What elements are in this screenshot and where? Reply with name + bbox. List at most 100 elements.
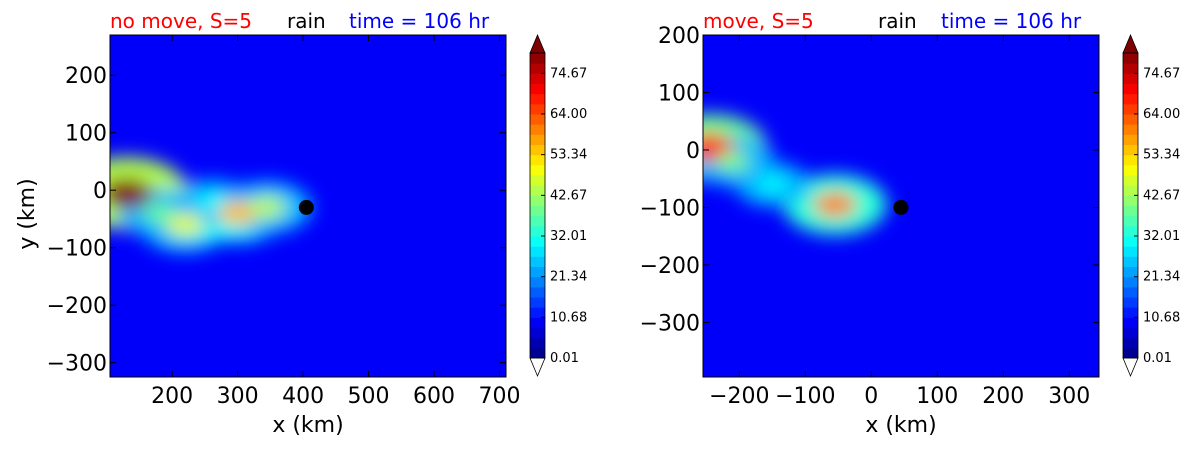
colorbar-band	[1123, 93, 1138, 105]
hotspot-core-3	[217, 201, 259, 226]
colorbar-band	[1123, 124, 1138, 135]
colorbar-band	[530, 63, 545, 74]
y-axis-label: y (km)	[15, 178, 40, 249]
colorbar-tick-label: 74.67	[1143, 66, 1180, 81]
plot-frame	[109, 34, 507, 378]
colorbar-band	[1123, 205, 1138, 217]
colorbar-tick-label: 10.68	[1143, 310, 1180, 325]
x-tick-label: 500	[348, 384, 390, 409]
y-tick-label: 200	[65, 64, 107, 89]
colorbar-tick-label: 32.01	[1143, 229, 1180, 244]
colorbar-tick-label: 21.34	[550, 270, 587, 285]
colorbar-band	[1123, 215, 1138, 227]
colorbar-band	[530, 93, 545, 105]
colorbar-extend-min	[1122, 357, 1139, 378]
colorbar-band	[530, 266, 545, 278]
colorbar-band	[530, 327, 545, 339]
colorbar-band	[1123, 337, 1138, 349]
y-tick-label: 0	[93, 179, 107, 204]
colorbar-frame	[529, 52, 546, 359]
colorbar-band	[1123, 246, 1138, 257]
colorbar-band	[530, 236, 545, 247]
y-tick-label: −300	[640, 311, 700, 336]
colorbar-band	[1123, 276, 1138, 288]
storm-center-marker	[893, 199, 909, 215]
colorbar-band	[1123, 307, 1138, 318]
y-tick-label: 100	[658, 81, 700, 106]
colorbar-band	[1123, 154, 1138, 166]
hotspot-core-3	[757, 175, 788, 194]
chart-title-part-1: no move, S=5	[110, 9, 252, 33]
hotspot-core-4	[715, 151, 750, 172]
colorbar-band	[1123, 286, 1138, 298]
chart-title-part-3: time = 106 hr	[941, 9, 1082, 33]
colorbar: 74.67 64.00 53.34 42.67 32.01 21.34 10.68 0.01	[529, 33, 587, 378]
colorbar-band	[530, 185, 545, 196]
x-tick-label: −200	[709, 384, 769, 409]
colorbar-band	[530, 337, 545, 349]
colorbar-band	[1123, 114, 1138, 125]
colorbar-band	[530, 83, 545, 95]
hotspot-core-2	[813, 192, 857, 218]
colorbar-band	[530, 73, 545, 84]
colorbar-band	[530, 205, 545, 217]
colorbar-band	[530, 53, 545, 64]
colorbar-band	[1123, 266, 1138, 278]
colorbar-band	[1123, 225, 1138, 237]
colorbar-band	[530, 175, 545, 186]
colorbar-tick-label: 21.34	[1143, 270, 1180, 285]
y-tick-label: −300	[47, 352, 107, 377]
colorbar-band	[1123, 53, 1138, 64]
colorbar-band	[1123, 256, 1138, 267]
x-axis-label: x (km)	[865, 413, 936, 438]
x-tick-label: 600	[413, 384, 455, 409]
colorbar-extend-max	[1122, 33, 1139, 54]
colorbar-tick-label: 74.67	[550, 66, 587, 81]
rain-field	[110, 35, 506, 377]
rain-hotspots	[703, 113, 887, 236]
colorbar-band	[530, 144, 545, 156]
hotspot-core-2	[166, 213, 205, 236]
colorbar-tick-label: 64.00	[1143, 107, 1180, 122]
colorbar-extend-max	[529, 33, 546, 54]
colorbar-tick-label: 0.01	[550, 351, 579, 366]
colorbar-band	[530, 215, 545, 227]
y-tick-label: 100	[65, 122, 107, 147]
y-tick-label: 200	[658, 24, 700, 49]
chart-panel-1: 200 300 400 500 600 700 200 100 0 −100 −200 −300 x (…	[15, 9, 587, 438]
colorbar-band	[1123, 164, 1138, 176]
hotspot-core-4	[248, 196, 286, 219]
colorbar-band	[1123, 175, 1138, 186]
storm-center-marker	[298, 199, 314, 215]
colorbar-band	[1123, 236, 1138, 247]
colorbar-band	[530, 286, 545, 298]
colorbar-tick-label: 42.67	[550, 188, 587, 203]
chart-title-part-1: move, S=5	[703, 9, 814, 33]
x-tick-label: 100	[916, 384, 958, 409]
colorbar-band	[1123, 63, 1138, 74]
x-tick-label: 200	[151, 384, 193, 409]
colorbar-band	[530, 256, 545, 267]
y-tick-label: −200	[640, 254, 700, 279]
colorbar-band	[1123, 297, 1138, 308]
colorbar-extend-min	[529, 357, 546, 378]
colorbar-band	[1123, 327, 1138, 339]
x-tick-label: 300	[217, 384, 259, 409]
colorbar-band	[1123, 347, 1138, 359]
colorbar-tick-label: 53.34	[1143, 148, 1180, 163]
y-tick-label: −100	[640, 196, 700, 221]
x-tick-label: −100	[775, 384, 835, 409]
colorbar-tick-label: 0.01	[1143, 351, 1172, 366]
x-tick-label: 400	[282, 384, 324, 409]
colorbar-band	[1123, 317, 1138, 328]
chart-title-part-2: rain	[878, 9, 917, 33]
hotspot-core-6	[196, 192, 227, 211]
colorbar-band	[530, 195, 545, 206]
colorbar-band	[530, 276, 545, 288]
colorbar-tick-label: 32.01	[550, 229, 587, 244]
colorbar-tick-label: 64.00	[550, 107, 587, 122]
rain-field	[703, 35, 1099, 377]
colorbar-band	[530, 134, 545, 145]
x-tick-label: 0	[864, 384, 878, 409]
